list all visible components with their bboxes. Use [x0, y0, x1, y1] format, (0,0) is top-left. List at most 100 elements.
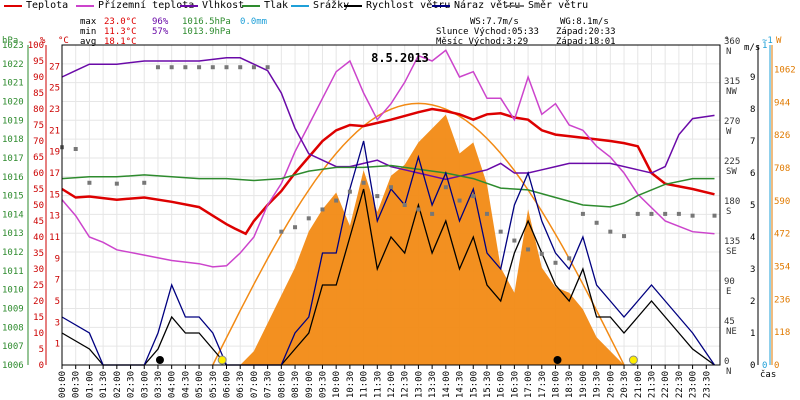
x-tick-label: 21:00 [634, 371, 644, 398]
x-tick-label: 19:30 [593, 371, 603, 398]
direction-point [484, 211, 489, 216]
stat-min-label: min [80, 27, 97, 37]
tick-solar: 354 [774, 262, 790, 272]
x-tick-label: 21:30 [647, 371, 657, 398]
stat-wg: WG:8.1m/s [560, 17, 609, 27]
legend-swatch-smer [506, 5, 524, 7]
direction-point [114, 181, 119, 186]
direction-point [526, 247, 531, 252]
tick-celsius: 3 [55, 318, 60, 328]
tick-celsius: 9 [55, 254, 60, 264]
direction-point [594, 220, 599, 225]
axes: 00:00 00:30 01:00 01:30 02:00 02:30 03:00 03:30… [2, 36, 796, 398]
direction-point [389, 185, 393, 190]
tick-hpa: 1018 [2, 135, 24, 145]
x-tick-label: 23:30 [702, 371, 712, 398]
stat-max-press: 1016.5hPa [182, 17, 231, 27]
direction-point [712, 213, 717, 218]
direction-point [457, 198, 462, 203]
x-tick-label: 01:00 [85, 371, 95, 398]
sun-marker-icon [217, 355, 227, 365]
tick-percent: 85 [33, 89, 44, 99]
direction-point [580, 211, 585, 216]
legend-label-srazky: Srážky [313, 0, 350, 11]
stat-min-hum: 57% [152, 27, 169, 37]
direction-point [430, 211, 435, 216]
tick-wind: 4 [750, 233, 755, 243]
direction-point [279, 229, 284, 234]
x-tick-label: 09:30 [318, 371, 328, 398]
direction-point [265, 65, 270, 70]
x-tick-label: 16:30 [510, 371, 520, 398]
x-tick-label: 06:30 [236, 371, 246, 398]
tick-direction: 0 [724, 357, 729, 367]
direction-point [608, 229, 613, 234]
x-tick-label: 14:00 [442, 371, 452, 398]
tick-solar: 708 [774, 164, 790, 174]
tick-celsius: 7 [55, 276, 60, 286]
tick-solar: 236 [774, 295, 790, 305]
legend-label-rychlost: Rychlost větru [366, 0, 451, 11]
x-axis-label: čas [760, 369, 776, 380]
direction-point [622, 234, 627, 239]
x-tick-label: 11:30 [373, 371, 383, 398]
x-tick-label: 18:30 [565, 371, 575, 398]
tick-hpa: 1015 [2, 192, 24, 202]
x-tick-label: 10:30 [346, 371, 356, 398]
tick-wind: 3 [750, 265, 755, 275]
direction-point [210, 65, 215, 70]
legend-label-teplota: Teplota [26, 0, 69, 11]
legend-swatch-naraz [432, 5, 450, 7]
tick-direction-cardinal: S [726, 207, 731, 217]
axis-label-rain: ~1 [762, 36, 773, 46]
tick-wind: 5 [750, 201, 755, 211]
x-tick-label: 03:00 [140, 371, 150, 398]
tick-hpa: 1007 [2, 342, 24, 352]
stat-mesic: Měsíc Východ:3:29 [436, 37, 529, 47]
tick-direction: 360 [724, 37, 740, 47]
legend-label-prizemni: Přízemní teplota [98, 0, 195, 11]
tick-percent: 80 [33, 105, 44, 115]
legend-swatch-rychlost [344, 5, 362, 7]
direction-point [471, 194, 476, 199]
x-tick-label: 20:00 [606, 371, 616, 398]
x-tick-label: 05:30 [209, 371, 219, 398]
tick-percent: 0 [39, 361, 44, 371]
tick-rain: 1 [762, 41, 767, 51]
direction-point [498, 229, 503, 234]
legend-label-tlak: Tlak [264, 0, 289, 11]
stat-slunce: Slunce Východ:05:33 [436, 27, 539, 37]
moon-marker-icon [155, 356, 164, 364]
tick-solar: 590 [774, 197, 790, 207]
legend-swatch-srazky [291, 5, 309, 7]
tick-hpa: 1006 [2, 361, 24, 371]
direction-point [224, 65, 229, 70]
chart-title: 8.5.2013 [371, 51, 429, 65]
tick-percent: 40 [33, 233, 44, 243]
series-solar-area [240, 114, 625, 365]
x-tick-label: 04:00 [168, 371, 178, 398]
tick-hpa: 1022 [2, 60, 24, 70]
direction-point [293, 225, 298, 230]
direction-point [169, 65, 174, 70]
tick-hpa: 1012 [2, 248, 24, 258]
tick-percent: 45 [33, 217, 44, 227]
direction-point [183, 65, 188, 70]
tick-direction-cardinal: SE [726, 247, 737, 257]
direction-point [416, 207, 421, 212]
axis-label-wind: m/s [744, 43, 760, 53]
legend-label-naraz: Náraz větru [454, 0, 521, 11]
tick-hpa: 1010 [2, 286, 24, 296]
x-tick-label: 00:30 [72, 371, 82, 398]
x-tick-label: 09:00 [305, 371, 315, 398]
tick-direction: 315 [724, 77, 740, 87]
series-line [61, 107, 715, 236]
stat-max-label: max [80, 17, 97, 27]
tick-celsius: 21 [49, 126, 60, 136]
tick-hpa: 1009 [2, 305, 24, 315]
tick-direction-cardinal: N [726, 367, 731, 377]
sun-marker-icon [628, 355, 638, 365]
tick-percent: 60 [33, 169, 44, 179]
legend-swatch-prizemni [76, 5, 94, 7]
